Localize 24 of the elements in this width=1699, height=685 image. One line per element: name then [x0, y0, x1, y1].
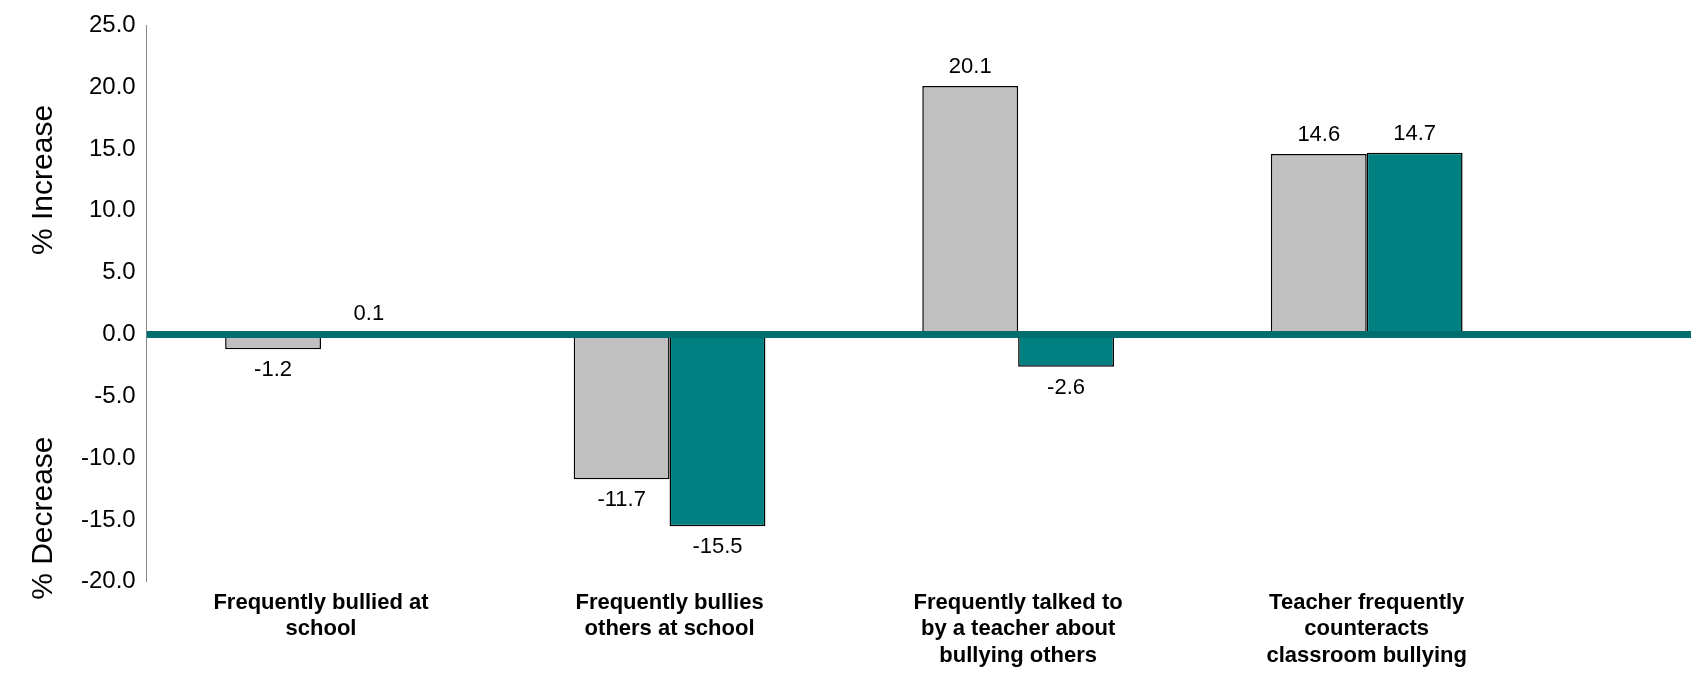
y-tick-label: 5.0	[102, 257, 136, 285]
text: % Decrease	[25, 436, 59, 600]
y-tick-label: 25.0	[88, 10, 136, 38]
x-tick-label: Frequently bullied at school	[213, 589, 430, 641]
data-label: 20.1	[948, 53, 992, 79]
data-label: -11.7	[597, 486, 646, 512]
data-label: 14.6	[1297, 121, 1341, 147]
x-tick-label: Teacher frequently counteracts classroom bullying	[1266, 589, 1467, 667]
y-axis-title: % Increase	[25, 104, 59, 255]
y-tick-label: 20.0	[88, 71, 136, 99]
data-label: -1.2	[254, 356, 293, 382]
y-tick-label: -15.0	[81, 504, 136, 532]
y-tick-label: -10.0	[81, 442, 136, 470]
data-label: 14.7	[1393, 119, 1437, 145]
x-tick-label: Frequently bullies others at school	[575, 589, 764, 641]
y-tick-label: -20.0	[81, 566, 136, 594]
y-tick-label: 10.0	[88, 195, 136, 223]
y-tick-label: 15.0	[88, 133, 136, 161]
data-label: -15.5	[692, 533, 743, 559]
y-tick-label: 0.0	[102, 319, 136, 347]
data-label: 0.1	[353, 300, 385, 326]
x-tick-label: Frequently talked to by a teacher about bullying others	[913, 589, 1123, 667]
data-label: -2.6	[1047, 373, 1086, 399]
y-tick-label: -5.0	[94, 380, 136, 408]
